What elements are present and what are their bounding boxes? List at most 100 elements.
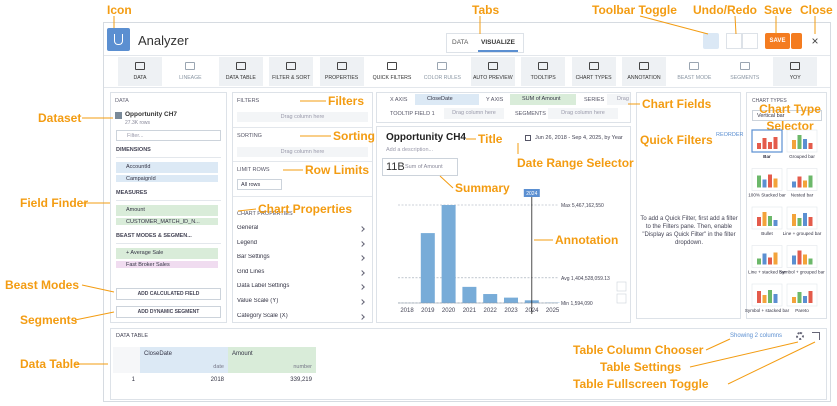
section-header[interactable]: BEAST MODES & SEGMEN... [116, 233, 192, 239]
callout: Toolbar Toggle [592, 3, 677, 17]
tab[interactable]: DATA [452, 39, 469, 46]
field-label: Y AXIS [486, 97, 504, 103]
toolbar-button[interactable] [319, 57, 364, 86]
toolbar-icon [387, 62, 397, 70]
table-settings[interactable] [796, 332, 804, 340]
toolbar-divider [104, 87, 830, 88]
toolbar-icon [487, 62, 498, 70]
field[interactable]: CUSTOMER_MATCH_ID_N... [116, 218, 218, 225]
save-button[interactable]: SAVE [765, 33, 790, 49]
table-cell: 2018 [210, 377, 224, 383]
app-icon[interactable] [107, 28, 130, 51]
drop-zone[interactable]: Drag column here [607, 94, 630, 105]
property-item[interactable]: General [237, 225, 259, 231]
callout: Table Column Chooser [573, 343, 704, 357]
toolbar-icon [185, 62, 196, 70]
section-header: CHART PROPERTIES [237, 211, 293, 217]
toolbar-button[interactable] [622, 57, 666, 86]
summary-label[interactable]: Sum of Amount [405, 164, 443, 170]
toolbar-toggle[interactable] [703, 33, 719, 49]
tabs [446, 33, 524, 53]
callout: Icon [107, 3, 132, 17]
callout: Dataset [38, 111, 82, 125]
property-item[interactable]: Data Label Settings [237, 283, 290, 290]
toolbar-button[interactable] [521, 57, 566, 86]
dataset-icon [115, 112, 122, 119]
callout: Data Table [20, 357, 80, 371]
toolbar-button[interactable] [269, 57, 314, 86]
field[interactable]: Fast Broker Sales [116, 261, 218, 268]
field-label: SERIES [584, 97, 605, 103]
dataset-name[interactable]: Opportunity CH7 [125, 111, 177, 118]
property-item[interactable]: Grid Lines [237, 268, 265, 275]
chart-type-select[interactable]: Vertical bar [752, 110, 822, 121]
property-item[interactable]: Bar Settings [237, 254, 270, 261]
callout: Quick Filters [640, 133, 713, 147]
save-dropdown[interactable] [791, 33, 802, 49]
section-divider [116, 243, 221, 244]
column-name[interactable]: CloseDate [144, 351, 173, 357]
redo[interactable] [742, 33, 758, 49]
panel-button[interactable]: ADD DYNAMIC SEGMENT [116, 306, 221, 318]
toolbar-label: COLOR RULES [423, 75, 461, 81]
column-name[interactable]: Amount [232, 351, 253, 357]
chart-fields [376, 92, 631, 123]
section-divider [116, 157, 221, 158]
toolbar-label: YOY [789, 75, 801, 81]
chart-title[interactable]: Opportunity CH4 [386, 132, 466, 143]
panel-button[interactable]: ADD CALCULATED FIELD [116, 288, 221, 300]
quick-filters-panel [636, 92, 741, 319]
drop-zone[interactable]: Drag column here [237, 112, 368, 122]
undo[interactable] [726, 33, 742, 49]
close-button[interactable]: × [811, 34, 819, 48]
section-header[interactable]: MEASURES [116, 190, 148, 196]
toolbar-icon [135, 62, 145, 70]
property-item[interactable]: Legend [237, 239, 258, 246]
reorder-link[interactable]: REORDER [716, 132, 744, 138]
chart-area [376, 126, 631, 323]
callout: Chart Type Selector [759, 102, 821, 134]
toolbar-icon [639, 62, 649, 70]
toolbar-button[interactable] [218, 57, 263, 86]
field[interactable]: + Average Sale [116, 248, 218, 259]
panel-heading: DATA [115, 98, 129, 104]
date-range[interactable]: Jun 26, 2018 - Sep 4, 2025, by Year [535, 135, 623, 141]
filter-input[interactable]: Filter... [116, 130, 221, 141]
property-item[interactable]: Value Scale (Y) [237, 298, 279, 304]
field[interactable]: Amount [116, 205, 218, 216]
toolbar-button[interactable] [470, 57, 515, 86]
field[interactable]: AccountId [116, 162, 218, 173]
table-cell: 339,219 [290, 377, 312, 383]
toolbar-icon [286, 62, 297, 70]
toolbar-icon [235, 62, 246, 70]
callout: Annotation [555, 233, 619, 247]
column-chooser[interactable]: Showing 2 columns [730, 333, 783, 339]
field-label: X AXIS [390, 97, 408, 103]
callout: Chart Fields [642, 97, 712, 111]
callout: Summary [455, 181, 510, 195]
section-header[interactable]: DIMENSIONS [116, 147, 151, 153]
drop-zone[interactable]: Drag column here [444, 108, 504, 119]
drop-zone[interactable]: Drag column here [548, 108, 618, 119]
property-item[interactable]: Category Scale (X) [237, 312, 288, 319]
toolbar-label: QUICK FILTERS [372, 75, 412, 81]
data-table-panel [110, 328, 827, 400]
app-icon-glyph [114, 34, 123, 45]
toolbar-icon [790, 62, 801, 70]
field-chip[interactable]: SUM of Amount [510, 94, 576, 105]
section-header: LIMIT ROWS [237, 167, 270, 173]
drop-zone[interactable]: Drag column here [237, 147, 368, 157]
limit-select[interactable]: All rows [237, 179, 282, 190]
toolbar-label: AUTO PREVIEW [472, 75, 513, 81]
callout: Segments [20, 313, 78, 327]
chart-description[interactable]: Add a description... [386, 147, 434, 153]
toolbar-button[interactable] [773, 57, 818, 86]
field-chip[interactable]: CloseDate [415, 94, 479, 105]
tab[interactable]: VISUALIZE [481, 39, 515, 46]
callout: Close [800, 3, 833, 17]
field[interactable]: CampaignId [116, 175, 218, 182]
toolbar-button[interactable] [118, 57, 162, 86]
data-panel-border [110, 92, 227, 323]
table-fullscreen[interactable] [812, 332, 820, 340]
toolbar-button[interactable] [571, 57, 616, 86]
